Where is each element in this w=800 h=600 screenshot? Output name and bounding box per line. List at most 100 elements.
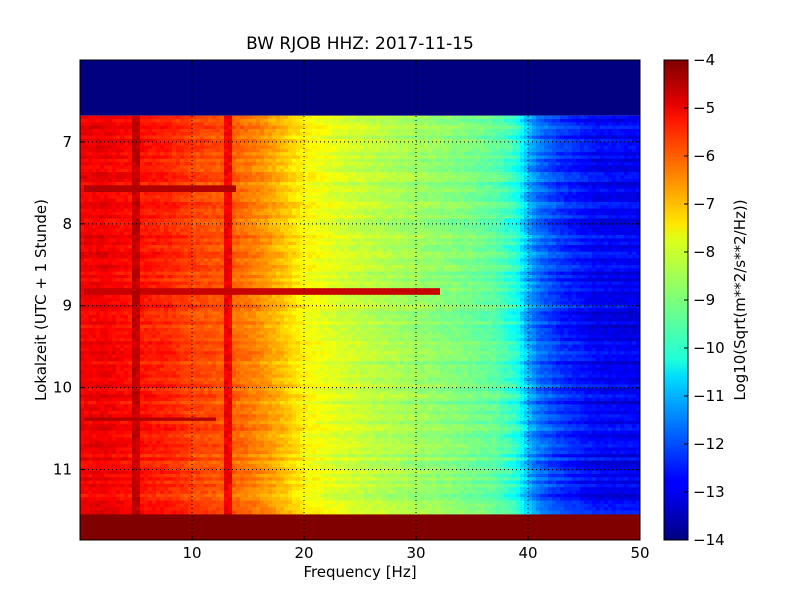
spectrogram-cell [172, 115, 177, 120]
spectrogram-cell [88, 155, 93, 160]
spectrogram-cell [480, 145, 485, 150]
spectrogram-cell [496, 119, 501, 123]
spectrogram-cell [116, 165, 121, 170]
spectrogram-cell [140, 115, 145, 120]
spectrogram-cell [536, 168, 541, 173]
spectrogram-cell [108, 152, 113, 157]
spectrogram-cell [216, 138, 221, 143]
spectrogram-cell [348, 168, 353, 173]
spectrogram-cell [136, 155, 141, 160]
spectrogram-cell [620, 162, 625, 167]
spectrogram-cell [380, 138, 385, 143]
spectrogram-cell [492, 158, 497, 163]
spectrogram-cell [396, 135, 401, 140]
spectrogram-cell [184, 152, 189, 157]
spectrogram-cell [256, 115, 261, 120]
spectrogram-cell [172, 142, 177, 147]
spectrogram-cell [116, 152, 121, 157]
spectrogram-cell [256, 138, 261, 143]
spectrogram-cell [232, 162, 237, 167]
spectrogram-cell [376, 162, 381, 167]
spectrogram-cell [316, 115, 321, 120]
spectrogram-cell [104, 142, 109, 147]
spectrogram-cell [152, 128, 157, 133]
spectrogram-cell [464, 135, 469, 140]
spectrogram-cell [264, 158, 269, 163]
spectrogram-cell [404, 142, 409, 147]
spectrogram-cell [560, 158, 565, 163]
spectrogram-cell [548, 135, 553, 140]
spectrogram-cell [132, 138, 137, 143]
spectrogram-cell [352, 158, 357, 163]
spectrogram-cell [448, 122, 453, 127]
spectrogram-cell [632, 135, 637, 140]
spectrogram-cell [272, 148, 277, 153]
spectrogram-cell [340, 132, 345, 137]
spectrogram-cell [592, 142, 597, 147]
spectrogram-cell [484, 152, 489, 157]
spectrogram-cell [632, 145, 637, 150]
spectrogram-cell [188, 155, 193, 160]
spectrogram-cell [316, 135, 321, 140]
spectrogram-cell [316, 158, 321, 163]
spectrogram-cell [576, 155, 581, 160]
spectrogram-cell [312, 138, 317, 143]
spectrogram-cell [576, 135, 581, 140]
spectrogram-cell [172, 155, 177, 160]
spectrogram-cell [160, 162, 165, 167]
spectrogram-cell [172, 132, 177, 137]
spectrogram-cell [132, 162, 137, 167]
spectrogram-cell [228, 142, 233, 147]
spectrogram-cell [156, 158, 161, 163]
spectrogram-cell [396, 138, 401, 143]
spectrogram-cell [300, 162, 305, 167]
spectrogram-cell [496, 145, 501, 150]
spectrogram-cell [144, 172, 149, 177]
spectrogram-cell [432, 165, 437, 170]
spectrogram-cell [232, 125, 237, 130]
spectrogram-cell [396, 152, 401, 157]
spectrogram-cell [120, 162, 125, 167]
spectrogram-cell [376, 115, 381, 120]
spectrogram-cell [248, 152, 253, 157]
spectrogram-cell [96, 115, 101, 120]
spectrogram-cell [472, 142, 477, 147]
spectrogram-cell [196, 168, 201, 173]
spectrogram-cell [96, 142, 101, 147]
spectrogram-cell [160, 152, 165, 157]
spectrogram-cell [124, 115, 129, 120]
spectrogram-cell [164, 152, 169, 157]
spectrogram-cell [380, 122, 385, 127]
spectrogram-cell [308, 152, 313, 157]
spectrogram-cell [532, 135, 537, 140]
spectrogram-cell [200, 128, 205, 133]
spectrogram-cell [612, 128, 617, 133]
spectrogram-cell [292, 158, 297, 163]
spectrogram-cell [312, 168, 317, 173]
spectrogram-cell [204, 128, 209, 133]
spectrogram-cell [288, 135, 293, 140]
spectrogram-cell [272, 119, 277, 123]
spectrogram-cell [524, 158, 529, 163]
spectrogram-cell [468, 145, 473, 150]
spectrogram-cell [468, 165, 473, 170]
spectrogram-cell [548, 128, 553, 133]
spectrogram-cell [632, 125, 637, 130]
spectrogram-cell [408, 148, 413, 153]
spectrogram-cell [544, 168, 549, 173]
spectrogram-cell [612, 162, 617, 167]
spectrogram-cell [620, 135, 625, 140]
spectrogram-cell [608, 138, 613, 143]
spectrogram-cell [540, 162, 545, 167]
spectrogram-cell [272, 138, 277, 143]
spectrogram-cell [220, 172, 225, 177]
spectrogram-cell [120, 172, 125, 177]
spectrogram-cell [296, 125, 301, 130]
spectrogram-cell [572, 135, 577, 140]
spectrogram-cell [248, 128, 253, 133]
spectrogram-cell [604, 142, 609, 147]
spectrogram-cell [380, 155, 385, 160]
spectrogram-cell [140, 172, 145, 177]
spectrogram-cell [500, 119, 505, 123]
spectrogram-cell [132, 125, 137, 130]
